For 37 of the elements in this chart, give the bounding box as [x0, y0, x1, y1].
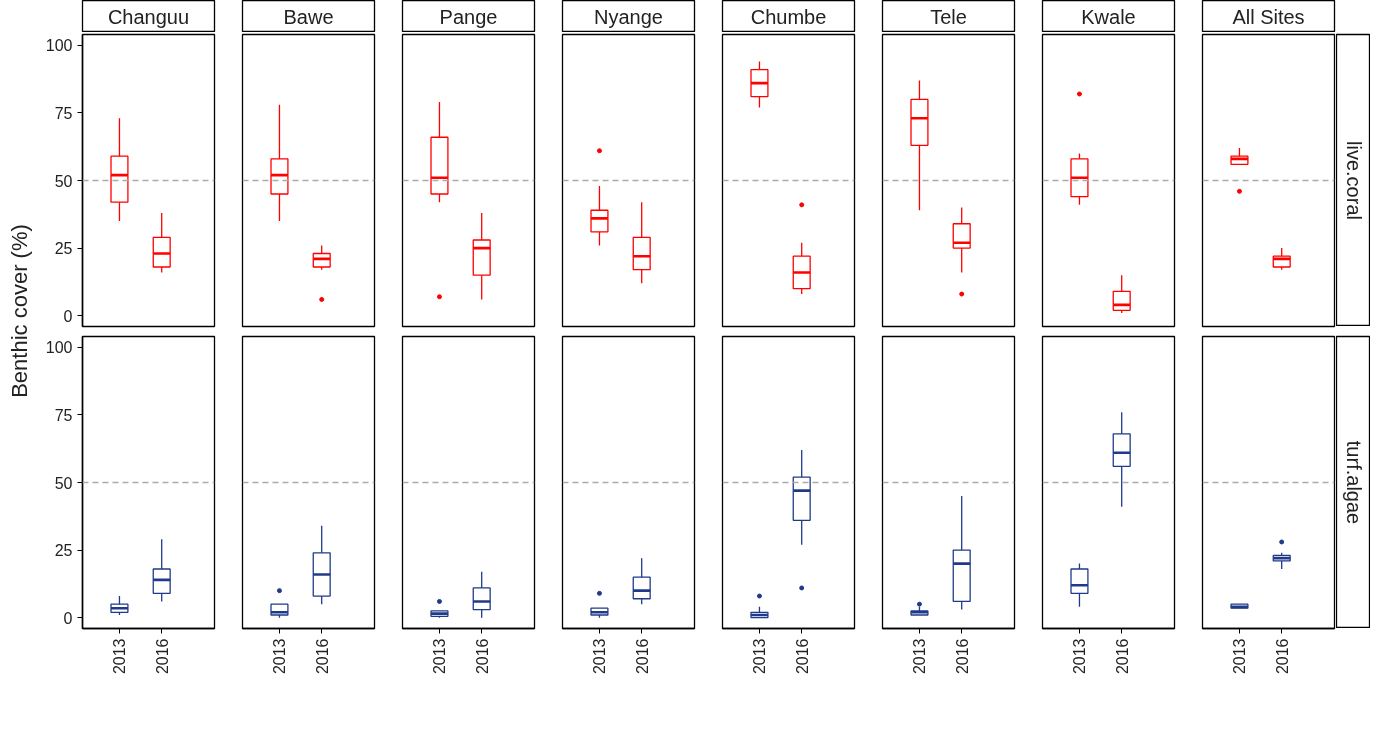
chart-title: Changuu — [107, 5, 190, 28]
x-tick-label: 2016 — [633, 638, 651, 675]
chart-title: All Sites — [1232, 5, 1305, 28]
chart-title: Tele — [930, 5, 967, 28]
x-tick-label: 2016 — [953, 638, 971, 675]
x-tick-label: 2013 — [911, 638, 929, 675]
chart-title: Nyange — [594, 5, 663, 28]
chart-title: Chumbe — [750, 5, 827, 28]
chart-title: Pange — [439, 5, 498, 28]
x-tick-label: 2016 — [313, 638, 331, 675]
chart-title: Bawe — [283, 5, 334, 28]
y-tick-label: 0 — [63, 609, 73, 627]
x-tick-label: 2013 — [591, 638, 609, 675]
x-tick-label: 2013 — [1071, 638, 1089, 675]
y-tick-label: 50 — [54, 474, 73, 492]
x-tick-label: 2016 — [1113, 638, 1131, 675]
x-tick-label: 2016 — [153, 638, 171, 675]
text: live.coral — [1342, 141, 1365, 220]
y-tick-label: 50 — [54, 172, 73, 190]
x-tick-label: 2013 — [111, 638, 129, 675]
y-tick-label: 25 — [54, 542, 73, 560]
x-tick-label: 2013 — [1231, 638, 1249, 675]
y-tick-label: 75 — [54, 406, 73, 424]
y-tick-label: 0 — [63, 307, 73, 325]
y-tick-label: 25 — [54, 240, 73, 258]
x-tick-label: 2013 — [751, 638, 769, 675]
y-tick-label: 75 — [54, 104, 73, 122]
x-tick-label: 2016 — [473, 638, 491, 675]
chart-title: Kwale — [1081, 5, 1136, 28]
y-tick-label: 100 — [45, 339, 73, 357]
text: turf.algae — [1342, 440, 1365, 525]
x-tick-label: 2016 — [1273, 638, 1291, 675]
x-tick-label: 2016 — [793, 638, 811, 675]
x-tick-label: 2013 — [431, 638, 449, 675]
y-axis-title: Benthic cover (%) — [6, 224, 32, 398]
y-tick-label: 100 — [45, 37, 73, 55]
x-tick-label: 2013 — [271, 638, 289, 675]
